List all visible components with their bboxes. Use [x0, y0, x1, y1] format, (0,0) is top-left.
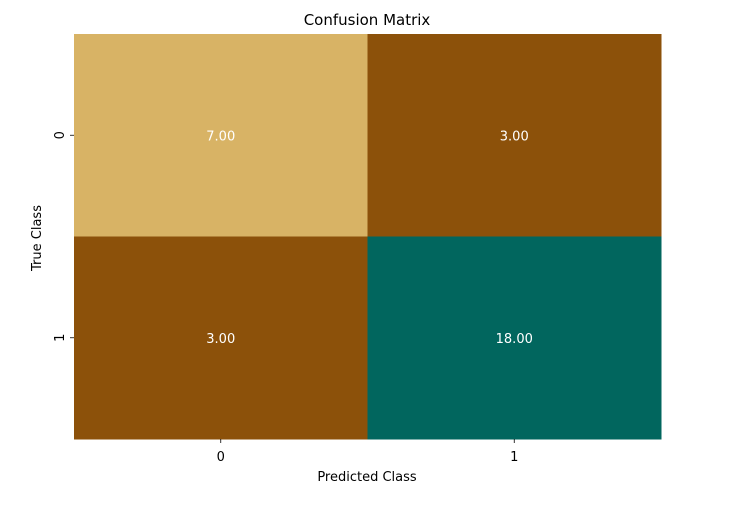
heatmap-cell-1-1: [367, 236, 662, 440]
y-tick-label-1: 1: [53, 334, 68, 342]
cell-value-label-1-1: 18.00: [496, 332, 533, 347]
x-tick-label-1: 1: [510, 450, 518, 465]
cell-value-label-0-1: 3.00: [500, 129, 529, 144]
cell-value-label-0-0: 7.00: [206, 129, 235, 144]
heatmap-cell-1-0: [74, 236, 368, 440]
y-axis-label: True Class: [30, 205, 45, 272]
heatmap-cells: 7.00 3.00 3.00 18.00: [74, 34, 662, 440]
x-axis-label: Predicted Class: [317, 470, 417, 485]
chart-title: Confusion Matrix: [304, 11, 431, 29]
x-tick-label-0: 0: [217, 450, 225, 465]
heatmap-cell-0-1: [367, 34, 662, 237]
heatmap-cell-0-0: [74, 34, 368, 237]
y-tick-label-0: 0: [53, 131, 68, 139]
y-axis-ticks: 01: [53, 131, 74, 342]
cell-value-label-1-0: 3.00: [206, 332, 235, 347]
